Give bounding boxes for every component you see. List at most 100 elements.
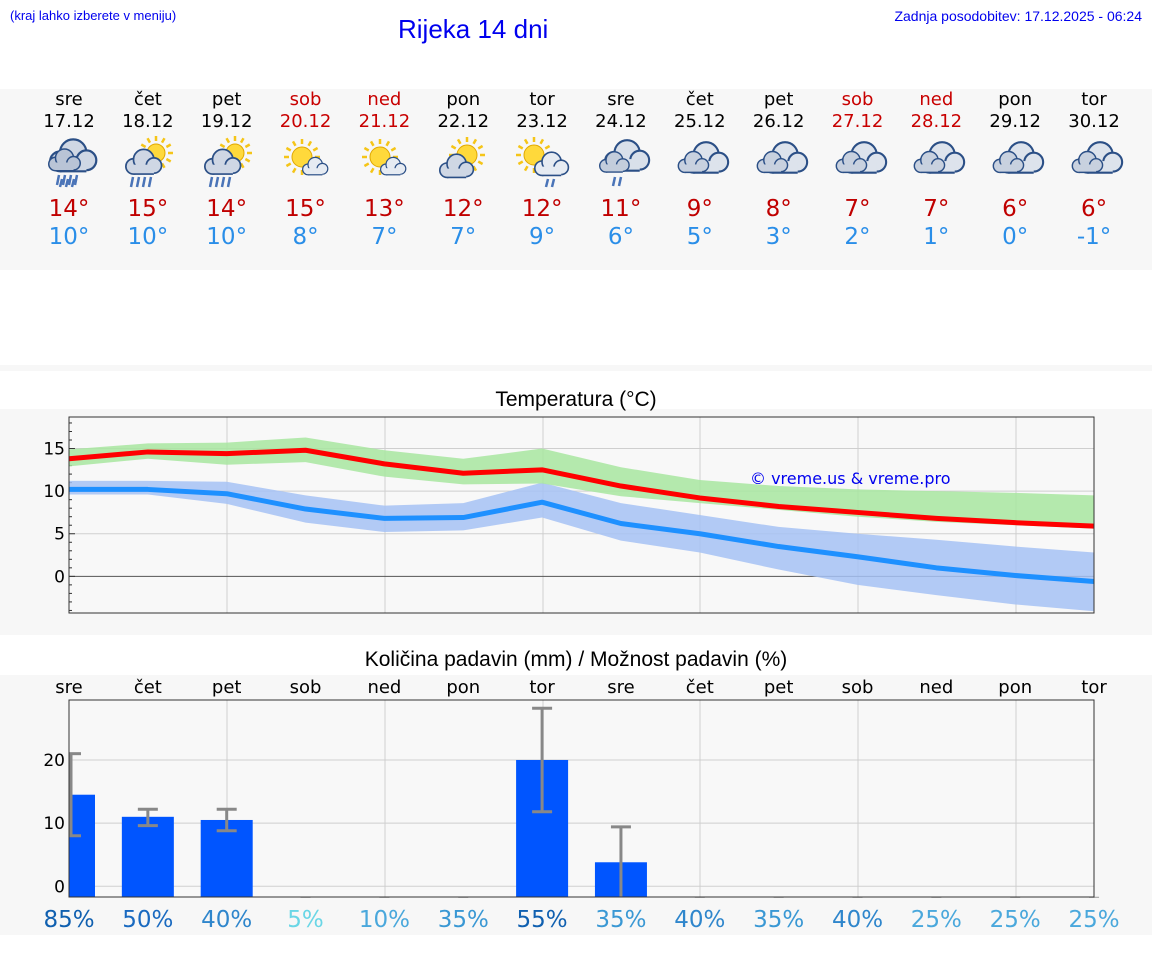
precip-probability: 35% [595,907,646,933]
day-label: sre [55,677,82,698]
day-date: 25.12 [674,111,726,132]
day-date: 27.12 [831,111,884,132]
sun-small-cloud-icon [362,139,407,176]
error-bar [532,706,553,814]
day-label: sob [290,677,322,698]
day-label: ned [367,677,401,698]
temp-min: 7° [371,224,398,250]
precip-probability: 10% [359,907,410,933]
temp-min: 8° [292,224,319,250]
temp-min: 7° [450,224,477,250]
day-column: čet 25.12 9° 5° [660,89,740,251]
rain-cloud-icon [48,138,98,188]
day-label: ned [919,677,953,698]
separator [0,365,1152,371]
day-name: pet [763,89,794,110]
day-label: pet [212,677,242,698]
day-date: 22.12 [437,111,490,132]
temp-min: 10° [206,224,248,250]
day-column: pet 26.12 8° 3° [739,89,819,251]
temp-min: 0° [1002,224,1029,250]
temp-max: 12° [521,196,563,222]
day-date: 18.12 [122,111,174,132]
cloud-shower-icon [598,139,651,187]
day-date: 20.12 [279,111,332,132]
y-tick-label: 10 [43,814,65,834]
precip-probability: 40% [832,907,883,933]
temp-max: 13° [364,196,405,222]
day-column: sob 20.12 15° 8° [266,89,346,251]
temp-min: 10° [127,224,169,250]
temp-max: 11° [600,196,642,222]
cloudy-icon [1071,141,1124,174]
day-column: tor 30.12 6° -1° [1054,89,1134,251]
cloudy-icon [756,141,808,174]
day-column: sre 24.12 11° 6° [581,89,661,251]
temp-min: -1° [1076,224,1112,250]
day-label: čet [134,677,162,698]
forecast-strip [0,89,1152,270]
day-label: tor [1081,677,1107,698]
temp-min: 9° [529,224,556,250]
day-date: 23.12 [516,111,568,132]
sun-rain-cloud-icon [203,136,252,188]
day-label: sob [842,677,874,698]
day-column: sre 17.12 14° 10° [29,89,109,251]
temperature-chart: 0 5 10 15 © vreme.us & vreme.pro [43,416,1095,614]
day-date: 17.12 [43,111,95,132]
day-column: pon 22.12 12° 7° [423,89,503,251]
y-tick-label: 5 [54,525,65,545]
page-title: Rijeka 14 dni [398,14,549,44]
location-hint[interactable]: (kraj lahko izberete v meniju) [10,8,177,23]
watermark: © vreme.us & vreme.pro [750,469,951,488]
error-bar [610,825,631,898]
sun-cloud-shower-icon [516,137,570,188]
precip-probability: 25% [990,907,1041,933]
precip-probability: 25% [1068,907,1119,933]
cloudy-icon [992,141,1045,174]
plot-frame [68,416,1095,614]
day-column: sob 27.12 7° 2° [818,89,898,251]
precipitation-chart: sre čet pet sob ned pon tor sre čet pet sob ned pon t… [43,677,1119,933]
day-column: pon 29.12 6° 0° [975,89,1055,251]
day-name: sre [607,89,635,110]
day-date: 28.12 [910,111,963,132]
day-date: 26.12 [752,111,805,132]
max-temp-band [69,437,1095,529]
y-tick-label: 10 [43,482,65,502]
day-column: ned 21.12 13° 7° [344,89,424,251]
temp-max: 7° [844,196,871,222]
day-date: 29.12 [989,111,1041,132]
max-temp-line [68,447,1095,529]
day-name: čet [685,89,714,110]
temp-min: 1° [923,224,950,250]
day-label: pon [446,677,480,698]
day-column: ned 28.12 7° 1° [896,89,976,251]
plot-frame [68,699,1095,898]
precip-bar [200,819,253,898]
day-name: čet [133,89,162,110]
day-date: 30.12 [1068,111,1120,132]
day-label: sre [607,677,634,698]
day-name: ned [919,89,954,110]
sun-rain-cloud-icon [124,136,173,188]
day-date: 21.12 [358,111,411,132]
temp-max: 12° [442,196,484,222]
day-label: tor [529,677,555,698]
y-tick-label: 20 [43,751,65,771]
day-date: 24.12 [595,111,647,132]
precip-probability: 40% [201,907,252,933]
temp-min: 2° [844,224,871,250]
day-name: tor [529,89,555,110]
precip-probability: 35% [438,907,489,933]
temp-min: 10° [48,224,90,250]
precip-probability: 35% [753,907,804,933]
precip-probability: 85% [43,907,94,933]
sun-cloud-icon [439,137,486,179]
error-bar [69,752,81,838]
day-label: pet [764,677,794,698]
precip-probability: 55% [517,907,568,933]
temp-min: 6° [607,224,634,250]
day-label: čet [686,677,714,698]
error-bar [137,807,158,828]
